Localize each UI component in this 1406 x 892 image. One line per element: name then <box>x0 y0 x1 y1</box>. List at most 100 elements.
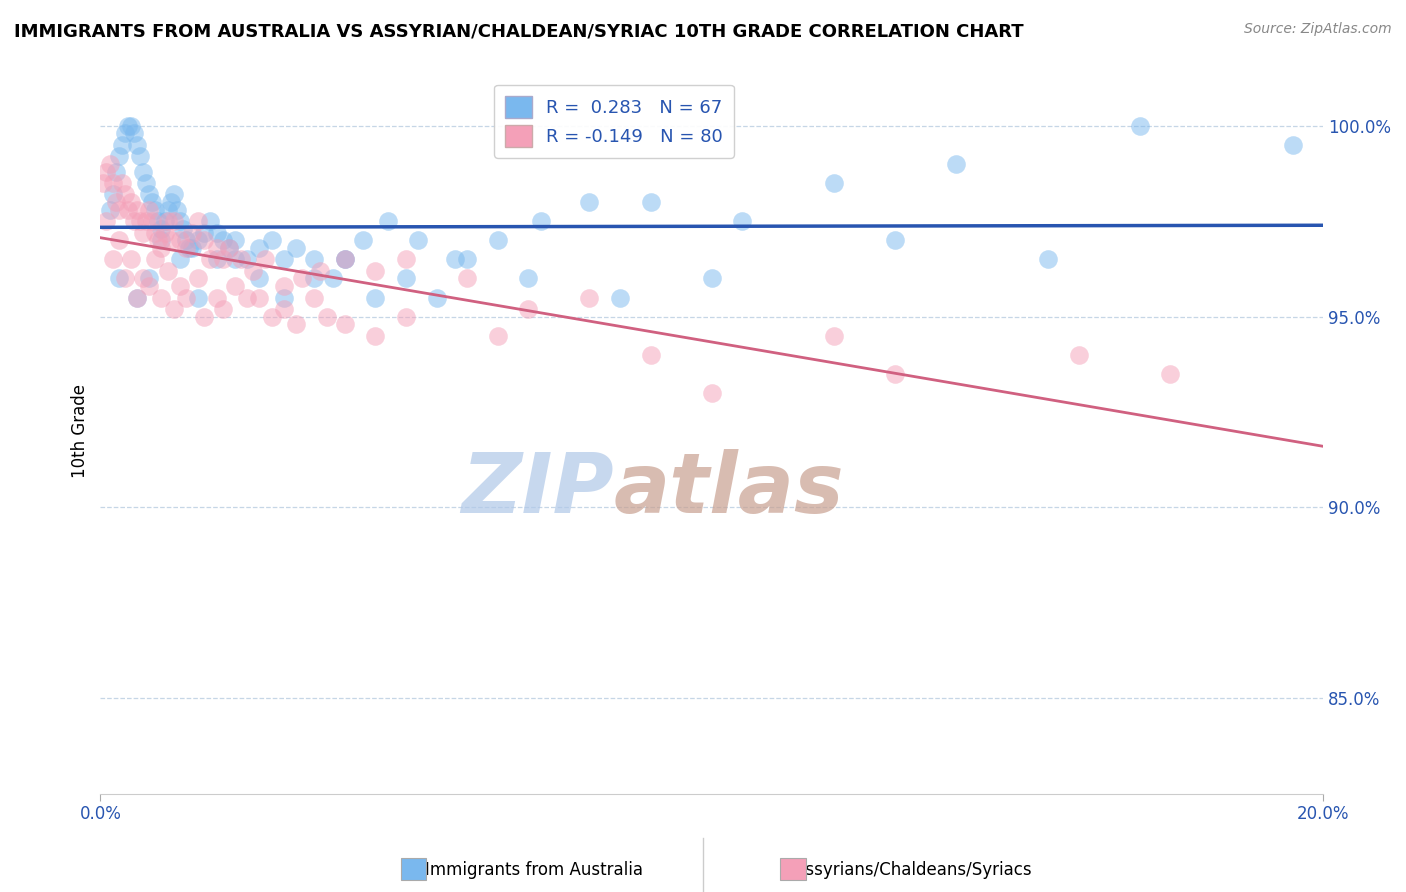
Point <box>114 271 136 285</box>
Point <box>141 214 163 228</box>
Point <box>150 233 173 247</box>
Point <box>229 252 252 267</box>
Point <box>111 176 134 190</box>
Point <box>145 226 167 240</box>
Point <box>211 233 233 247</box>
Point <box>1067 348 1090 362</box>
Point <box>273 279 295 293</box>
Point <box>120 119 142 133</box>
Point <box>138 187 160 202</box>
Point <box>578 291 600 305</box>
Point <box>107 233 129 247</box>
Point <box>101 176 124 190</box>
Legend: R =  0.283   N = 67, R = -0.149   N = 80: R = 0.283 N = 67, R = -0.149 N = 80 <box>494 85 734 158</box>
Point <box>456 252 478 267</box>
Point <box>285 317 308 331</box>
Point <box>120 252 142 267</box>
Point <box>205 226 228 240</box>
Point <box>132 164 155 178</box>
Point <box>156 202 179 217</box>
Point <box>333 252 356 267</box>
Point <box>945 157 967 171</box>
Point <box>174 241 197 255</box>
Point <box>141 195 163 210</box>
Point <box>125 291 148 305</box>
Point <box>129 214 152 228</box>
Point <box>211 252 233 267</box>
Point <box>125 202 148 217</box>
Point <box>236 291 259 305</box>
Point <box>700 271 723 285</box>
Point <box>122 127 145 141</box>
Point <box>609 291 631 305</box>
Point <box>1159 367 1181 381</box>
Point <box>333 252 356 267</box>
Point <box>122 214 145 228</box>
Point <box>517 271 540 285</box>
Point <box>205 241 228 255</box>
Point <box>291 271 314 285</box>
Point <box>364 291 387 305</box>
Point <box>125 291 148 305</box>
Point <box>247 241 270 255</box>
Point <box>107 271 129 285</box>
Point <box>117 202 139 217</box>
Point <box>169 252 191 267</box>
Point <box>187 214 209 228</box>
Point <box>125 137 148 152</box>
Text: ZIP: ZIP <box>461 449 614 530</box>
Point <box>260 310 283 324</box>
Point <box>285 241 308 255</box>
Point <box>114 187 136 202</box>
Point <box>101 187 124 202</box>
Point <box>200 214 222 228</box>
Point <box>273 252 295 267</box>
Point <box>117 119 139 133</box>
Point <box>731 214 754 228</box>
Point <box>187 271 209 285</box>
Point <box>333 252 356 267</box>
Point <box>426 291 449 305</box>
Point <box>132 226 155 240</box>
Point <box>174 233 197 247</box>
Point <box>181 226 204 240</box>
Point <box>172 222 194 236</box>
Point <box>304 291 326 305</box>
Point <box>364 264 387 278</box>
Point <box>101 252 124 267</box>
Point <box>107 202 129 217</box>
Point <box>163 301 186 316</box>
Point <box>114 127 136 141</box>
Point <box>218 241 240 255</box>
Point <box>150 241 173 255</box>
Point <box>236 252 259 267</box>
Point <box>700 386 723 401</box>
Point <box>193 233 215 247</box>
Point <box>159 195 181 210</box>
Point <box>1129 119 1152 133</box>
Point <box>260 233 283 247</box>
Point <box>247 271 270 285</box>
Point <box>156 264 179 278</box>
Text: Assyrians/Chaldeans/Syriacs: Assyrians/Chaldeans/Syriacs <box>794 861 1033 879</box>
Point <box>224 252 246 267</box>
Point <box>156 214 179 228</box>
Point <box>153 214 176 228</box>
Point <box>640 348 662 362</box>
Point <box>322 271 344 285</box>
Point <box>1281 137 1303 152</box>
Point <box>104 164 127 178</box>
Point <box>129 149 152 163</box>
Point <box>96 214 118 228</box>
Point <box>247 291 270 305</box>
Point <box>823 328 845 343</box>
Point <box>304 271 326 285</box>
Point <box>406 233 429 247</box>
Point <box>138 202 160 217</box>
Point <box>177 241 200 255</box>
Point <box>120 195 142 210</box>
Point <box>211 301 233 316</box>
Point <box>169 233 191 247</box>
Point <box>395 310 418 324</box>
Point <box>205 252 228 267</box>
